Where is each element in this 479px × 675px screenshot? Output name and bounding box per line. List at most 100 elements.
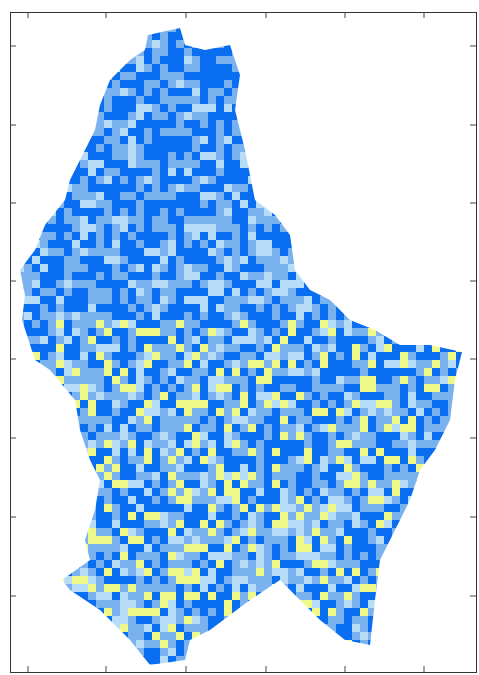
raster-cell — [328, 576, 336, 584]
raster-cell — [104, 664, 112, 672]
raster-cell — [400, 344, 408, 352]
raster-cell — [264, 512, 272, 520]
raster-cell — [184, 448, 192, 456]
raster-cell — [464, 248, 472, 256]
raster-cell — [32, 440, 40, 448]
raster-cell — [144, 544, 152, 552]
raster-cell — [416, 640, 424, 648]
raster-cell — [400, 24, 408, 32]
raster-cell — [432, 616, 440, 624]
raster-cell — [176, 520, 184, 528]
raster-cell — [176, 376, 184, 384]
raster-cell — [32, 360, 40, 368]
raster-cell — [280, 568, 288, 576]
raster-cell — [208, 104, 216, 112]
raster-cell — [264, 224, 272, 232]
raster-cell — [96, 608, 104, 616]
raster-cell — [320, 184, 328, 192]
raster-cell — [192, 616, 200, 624]
raster-cell — [424, 480, 432, 488]
raster-cell — [392, 608, 400, 616]
raster-cell — [376, 376, 384, 384]
raster-cell — [376, 128, 384, 136]
raster-cell — [280, 600, 288, 608]
raster-cell — [368, 288, 376, 296]
raster-cell — [224, 344, 232, 352]
raster-cell — [232, 528, 240, 536]
raster-cell — [416, 632, 424, 640]
raster-cell — [168, 304, 176, 312]
raster-cell — [176, 368, 184, 376]
raster-cell — [88, 560, 96, 568]
raster-cell — [200, 592, 208, 600]
raster-cell — [232, 584, 240, 592]
raster-cell — [72, 400, 80, 408]
raster-cell — [248, 632, 256, 640]
raster-cell — [304, 504, 312, 512]
raster-cell — [312, 152, 320, 160]
raster-cell — [64, 264, 72, 272]
raster-cell — [176, 344, 184, 352]
raster-cell — [352, 288, 360, 296]
raster-cell — [88, 400, 96, 408]
raster-cell — [200, 408, 208, 416]
raster-cell — [336, 392, 344, 400]
raster-cell — [56, 368, 64, 376]
raster-cell — [464, 192, 472, 200]
raster-cell — [448, 224, 456, 232]
raster-cell — [232, 264, 240, 272]
raster-cell — [424, 288, 432, 296]
raster-cell — [192, 416, 200, 424]
raster-cell — [152, 576, 160, 584]
raster-cell — [200, 112, 208, 120]
raster-cell — [128, 128, 136, 136]
raster-cell — [224, 576, 232, 584]
raster-cell — [344, 248, 352, 256]
raster-cell — [256, 376, 264, 384]
raster-cell — [136, 624, 144, 632]
raster-cell — [96, 616, 104, 624]
raster-cell — [192, 544, 200, 552]
raster-cell — [224, 552, 232, 560]
raster-cell — [344, 112, 352, 120]
raster-cell — [40, 112, 48, 120]
raster-cell — [336, 72, 344, 80]
raster-cell — [72, 24, 80, 32]
raster-cell — [264, 568, 272, 576]
raster-cell — [24, 648, 32, 656]
raster-cell — [184, 88, 192, 96]
raster-cell — [16, 88, 24, 96]
raster-cell — [248, 392, 256, 400]
raster-cell — [104, 160, 112, 168]
raster-cell — [352, 256, 360, 264]
raster-cell — [136, 664, 144, 672]
raster-cell — [144, 440, 152, 448]
raster-cell — [368, 368, 376, 376]
raster-cell — [408, 272, 416, 280]
raster-cell — [80, 112, 88, 120]
raster-cell — [312, 184, 320, 192]
raster-cell — [240, 344, 248, 352]
raster-cell — [200, 520, 208, 528]
raster-cell — [464, 368, 472, 376]
raster-cell — [56, 184, 64, 192]
raster-cell — [80, 616, 88, 624]
raster-cell — [96, 360, 104, 368]
raster-cell — [136, 192, 144, 200]
raster-cell — [360, 592, 368, 600]
raster-cell — [152, 448, 160, 456]
raster-cell — [128, 448, 136, 456]
raster-cell — [72, 192, 80, 200]
raster-cell — [120, 192, 128, 200]
raster-cell — [352, 120, 360, 128]
raster-cell — [216, 24, 224, 32]
raster-cell — [56, 232, 64, 240]
raster-cell — [360, 384, 368, 392]
raster-cell — [200, 448, 208, 456]
raster-cell — [88, 624, 96, 632]
raster-cell — [48, 608, 56, 616]
raster-cell — [392, 272, 400, 280]
raster-cell — [80, 136, 88, 144]
raster-cell — [376, 168, 384, 176]
raster-cell — [264, 176, 272, 184]
